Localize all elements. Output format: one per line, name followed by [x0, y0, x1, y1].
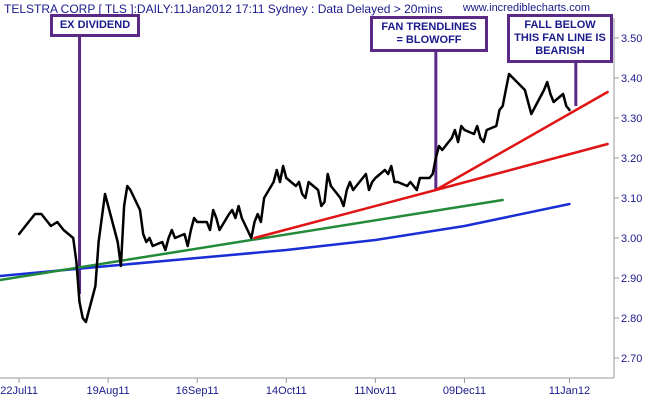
- bearish-fan-line-note: FALL BELOW THIS FAN LINE IS BEARISH: [507, 14, 613, 63]
- y-tick-label: 3.10: [621, 193, 642, 205]
- y-tick-label: 3.30: [621, 113, 642, 125]
- chart-title: TELSTRA CORP [ TLS ]:DAILY:11Jan2012 17:…: [4, 2, 443, 16]
- x-tick-label: 09Dec11: [443, 385, 486, 397]
- x-tick-label: 19Aug11: [87, 385, 130, 397]
- y-tick-label: 2.80: [621, 313, 642, 325]
- x-tick-label: 16Sep11: [176, 385, 219, 397]
- moving-average-line: [0, 202, 571, 278]
- green-trendline: [0, 198, 504, 282]
- y-tick-label: 3.00: [621, 233, 642, 245]
- x-tick-label: 22Jul11: [0, 385, 38, 397]
- y-tick-label: 2.70: [621, 353, 642, 365]
- x-tick-label: 14Oct11: [266, 385, 307, 397]
- source-url: www.incrediblecharts.com: [462, 2, 590, 14]
- y-tick-label: 3.20: [621, 153, 642, 165]
- y-tick-label: 2.90: [621, 273, 642, 285]
- x-tick-label: 11Jan12: [549, 385, 590, 397]
- fan-trendlines-note: FAN TRENDLINES = BLOWOFF: [370, 16, 488, 52]
- y-tick-label: 3.40: [621, 73, 642, 85]
- price-line: [17, 72, 571, 324]
- ex-dividend-note: EX DIVIDEND: [50, 14, 140, 37]
- red-fan-trendline: [253, 90, 609, 240]
- y-tick-label: 3.50: [621, 33, 642, 45]
- x-tick-label: 11Nov11: [354, 385, 396, 397]
- red-fan-trendline: [434, 142, 609, 192]
